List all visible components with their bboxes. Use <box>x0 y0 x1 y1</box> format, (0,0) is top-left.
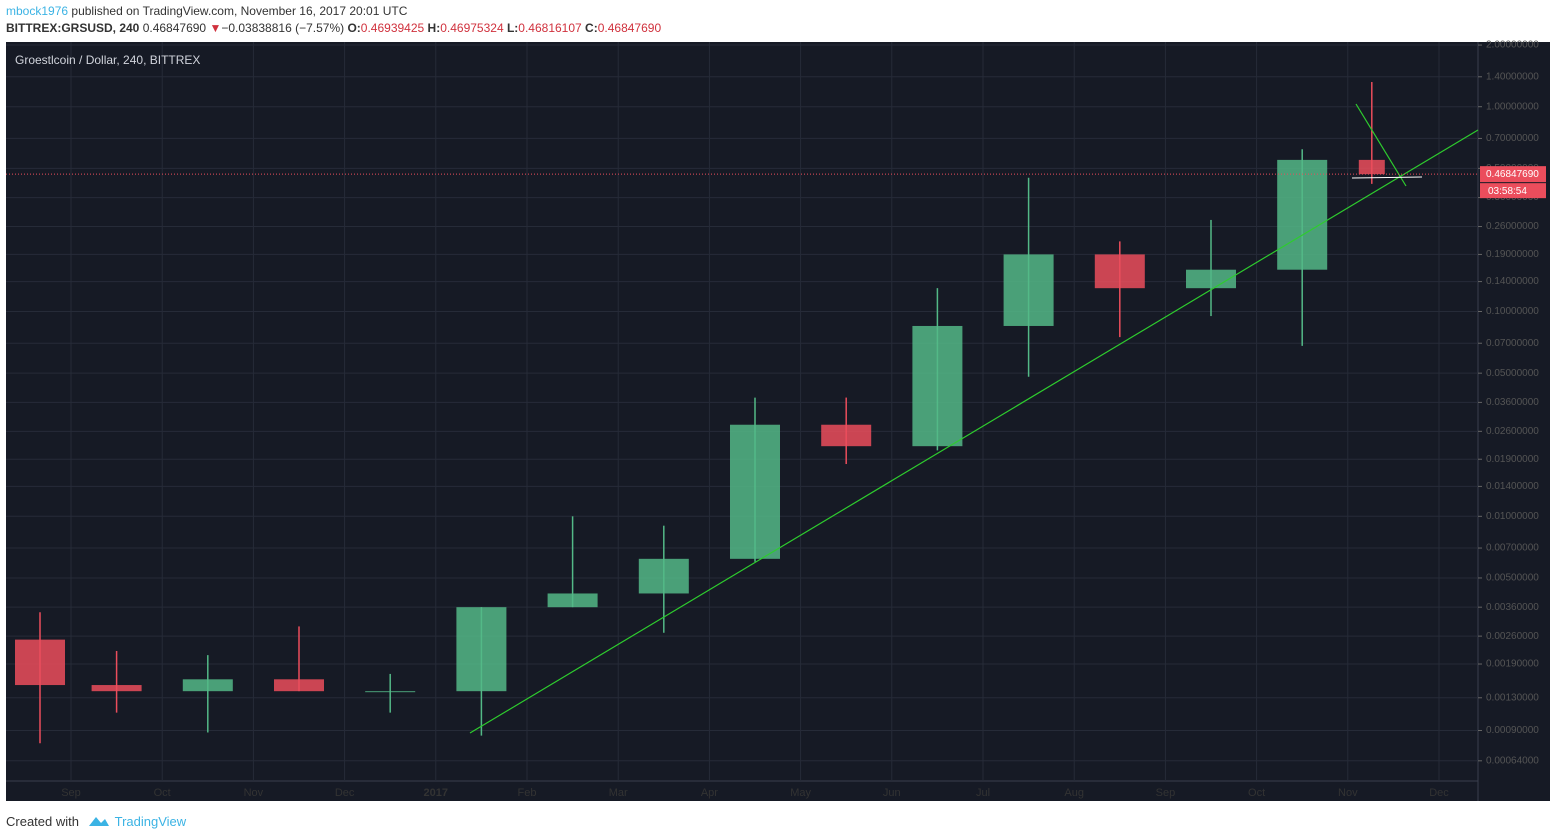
candle-body <box>1003 254 1054 326</box>
x-tick-label: Sep <box>61 787 81 799</box>
o-value: 0.46939425 <box>360 21 425 35</box>
l-value: 0.46816107 <box>518 21 582 35</box>
candle-body <box>1277 159 1328 270</box>
published: published on TradingView.com, November 1… <box>71 4 408 18</box>
countdown-box <box>1480 183 1546 199</box>
countdown: 03:58:54 <box>1488 186 1527 197</box>
candle-body <box>274 679 324 692</box>
trend-line[interactable] <box>1355 103 1407 187</box>
y-tick-label: 0.01900000 <box>1486 454 1539 465</box>
x-tick-label: 2017 <box>424 787 448 799</box>
x-tick-label: Mar <box>609 787 628 799</box>
y-tick-label: 0.00090000 <box>1486 725 1539 736</box>
y-tick-label: 0.10000000 <box>1486 306 1539 317</box>
y-tick-label: 1.40000000 <box>1486 71 1539 82</box>
overlay: 0.00064000 0.00090000 0.00130000 0.00190000… <box>6 40 1546 799</box>
candle-body <box>15 639 65 686</box>
change: −0.03838816 (−7.57%) <box>221 21 345 35</box>
horizontal-line[interactable] <box>1351 176 1423 179</box>
y-tick-label: 0.00260000 <box>1486 631 1539 642</box>
y-tick-label: 0.14000000 <box>1486 276 1539 287</box>
y-tick-label: 0.00360000 <box>1486 602 1539 613</box>
candle-body <box>1186 269 1236 289</box>
publish-line: mbock1976 published on TradingView.com, … <box>6 4 407 18</box>
symbol: BITTREX:GRSUSD, 240 <box>6 21 140 35</box>
y-tick-label: 0.00190000 <box>1486 659 1539 670</box>
last-price-label: 0.46847690 <box>1486 169 1539 180</box>
x-tick-label: Apr <box>701 787 718 799</box>
h-value: 0.46975324 <box>440 21 504 35</box>
x-tick-label: Dec <box>1429 787 1449 799</box>
y-tick-label: 0.26000000 <box>1486 221 1539 232</box>
y-tick-label: 0.02600000 <box>1486 426 1539 437</box>
candle-body <box>730 424 780 559</box>
l-label: L: <box>506 21 519 35</box>
trend-line[interactable] <box>469 129 1479 734</box>
y-tick-label: 0.00064000 <box>1486 755 1539 766</box>
candle-body <box>182 679 233 692</box>
x-tick-label: Dec <box>335 787 355 799</box>
chart-bg <box>6 42 1550 801</box>
candle-body <box>912 325 963 447</box>
quote-line: BITTREX:GRSUSD, 240 0.46847690 ▼−0.03838… <box>6 21 661 35</box>
candle-body <box>456 607 507 692</box>
c-label: C: <box>585 21 598 35</box>
h-label: H: <box>427 21 441 35</box>
last-price-box <box>1480 166 1546 183</box>
y-tick-label: 0.00500000 <box>1486 573 1539 584</box>
y-tick-label: 1.00000000 <box>1486 101 1539 112</box>
c-value: 0.46847690 <box>597 21 662 35</box>
x-tick-label: May <box>790 787 811 799</box>
footer: Created with TradingView <box>6 812 186 829</box>
brand[interactable]: TradingView <box>114 814 187 829</box>
candle-body <box>1094 254 1145 289</box>
legend-title: Groestlcoin / Dollar, 240, BITTREX <box>15 53 200 67</box>
logo <box>88 817 109 826</box>
candle-body <box>821 424 872 447</box>
y-tick-label: 0.01000000 <box>1486 511 1539 522</box>
y-tick-label: 0.01400000 <box>1486 481 1539 492</box>
y-tick-label: 0.00130000 <box>1486 692 1539 703</box>
x-tick-label: Feb <box>518 787 537 799</box>
price: 0.46847690 <box>142 21 207 35</box>
x-tick-label: Oct <box>154 787 171 799</box>
candle-body <box>638 558 689 594</box>
candle-body <box>1358 159 1385 175</box>
y-tick-label: 2.00000000 <box>1486 40 1539 51</box>
x-tick-label: Sep <box>1156 787 1176 799</box>
x-tick-label: Aug <box>1064 787 1084 799</box>
candles <box>15 82 1385 744</box>
y-tick-label: 0.19000000 <box>1486 249 1539 260</box>
arrow: ▼ <box>209 21 222 35</box>
x-tick-label: Jul <box>976 787 990 799</box>
x-tick-label: Jun <box>883 787 901 799</box>
candle-body <box>91 685 142 692</box>
o-label: O: <box>347 21 361 35</box>
x-tick-label: Nov <box>244 787 264 799</box>
candle-body <box>365 691 416 693</box>
y-tick-label: 0.00700000 <box>1486 543 1539 554</box>
created-with: Created with <box>6 814 79 829</box>
y-tick-label: 0.05000000 <box>1486 368 1539 379</box>
y-tick-label: 0.03600000 <box>1486 397 1539 408</box>
y-tick-label: 0.70000000 <box>1486 133 1539 144</box>
grid <box>6 42 1478 781</box>
candle-body <box>547 593 598 608</box>
x-tick-label: Oct <box>1248 787 1265 799</box>
y-tick-label: 0.07000000 <box>1486 338 1539 349</box>
x-tick-label: Nov <box>1338 787 1358 799</box>
author[interactable]: mbock1976 <box>6 4 69 18</box>
